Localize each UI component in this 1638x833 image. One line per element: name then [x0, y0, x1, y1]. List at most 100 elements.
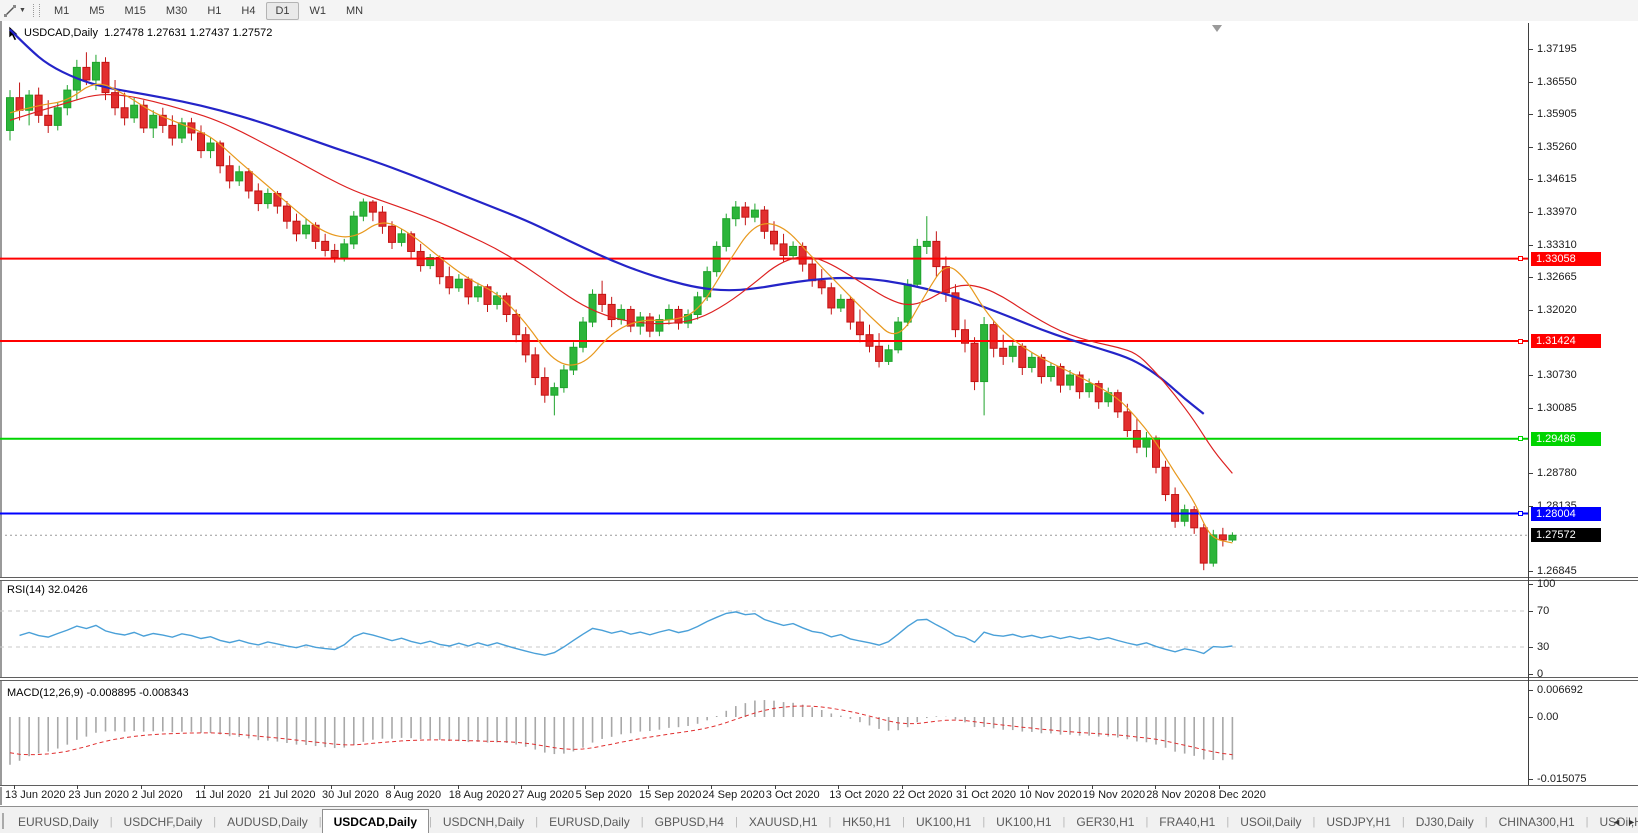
- candle[interactable]: [884, 344, 893, 365]
- candle[interactable]: [779, 233, 788, 262]
- rsi-indicator-pane[interactable]: [0, 581, 1528, 677]
- candle[interactable]: [722, 213, 731, 252]
- candle[interactable]: [1218, 527, 1227, 547]
- candle[interactable]: [731, 201, 740, 227]
- candle[interactable]: [254, 183, 263, 212]
- candle[interactable]: [445, 266, 454, 295]
- chart-tab-china300-h1[interactable]: CHINA300,H1: [1498, 815, 1575, 829]
- tab-scroll-right-button[interactable]: ►: [1627, 817, 1636, 827]
- chart-tab-xauusd-h1[interactable]: XAUUSD,H1: [748, 815, 818, 829]
- candle[interactable]: [149, 110, 158, 139]
- candle[interactable]: [473, 282, 482, 302]
- candle[interactable]: [750, 203, 759, 223]
- candle[interactable]: [741, 202, 750, 226]
- candle[interactable]: [388, 221, 396, 249]
- candle[interactable]: [598, 280, 607, 312]
- candle[interactable]: [645, 312, 654, 338]
- chart-tab-hk50-h1[interactable]: HK50,H1: [842, 815, 892, 829]
- price-level-flag[interactable]: 1.27572: [1531, 528, 1601, 543]
- candle[interactable]: [1190, 506, 1199, 534]
- line-handle[interactable]: [1518, 256, 1523, 262]
- candle[interactable]: [607, 296, 616, 328]
- candle[interactable]: [559, 364, 568, 393]
- candle[interactable]: [550, 382, 559, 416]
- candle[interactable]: [82, 52, 91, 86]
- candle[interactable]: [1180, 504, 1189, 527]
- candle[interactable]: [1056, 363, 1065, 393]
- candle[interactable]: [407, 231, 416, 260]
- candle[interactable]: [932, 231, 941, 277]
- candle[interactable]: [693, 291, 702, 320]
- pane-splitter[interactable]: [0, 677, 1638, 681]
- price-level-flag[interactable]: 1.28004: [1531, 506, 1601, 521]
- candle[interactable]: [1075, 371, 1084, 399]
- candle[interactable]: [158, 107, 167, 133]
- candle[interactable]: [846, 295, 855, 330]
- candle[interactable]: [865, 324, 874, 353]
- chart-shift-marker[interactable]: [1212, 25, 1223, 32]
- candle[interactable]: [1066, 369, 1075, 391]
- candle[interactable]: [1027, 352, 1036, 373]
- candle[interactable]: [1199, 523, 1208, 571]
- candle[interactable]: [330, 243, 339, 263]
- candle[interactable]: [894, 317, 903, 354]
- candle[interactable]: [989, 321, 998, 358]
- candle[interactable]: [1161, 460, 1170, 502]
- candle[interactable]: [502, 292, 511, 323]
- candle[interactable]: [521, 327, 530, 363]
- candle[interactable]: [961, 319, 969, 353]
- candle[interactable]: [216, 140, 225, 174]
- chart-tab-gbpusd-h4[interactable]: GBPUSD,H4: [654, 815, 724, 829]
- candle[interactable]: [359, 198, 368, 222]
- candle[interactable]: [120, 92, 129, 126]
- candle[interactable]: [1008, 342, 1017, 363]
- candle[interactable]: [263, 188, 272, 209]
- candle[interactable]: [531, 347, 540, 386]
- macd-indicator-pane[interactable]: [0, 681, 1528, 785]
- candle[interactable]: [177, 117, 186, 144]
- candle[interactable]: [951, 284, 960, 338]
- candle[interactable]: [454, 274, 463, 292]
- chart-tab-uk100-h1[interactable]: UK100,H1: [996, 815, 1052, 829]
- candle[interactable]: [397, 228, 406, 247]
- candle[interactable]: [139, 100, 148, 133]
- candle[interactable]: [282, 201, 291, 229]
- candle[interactable]: [540, 367, 549, 403]
- chart-tab-usdjpy-h1[interactable]: USDJPY,H1: [1326, 815, 1391, 829]
- line-handle[interactable]: [1518, 436, 1523, 442]
- candle[interactable]: [321, 233, 330, 257]
- candle[interactable]: [206, 138, 215, 159]
- candle[interactable]: [922, 216, 931, 254]
- line-handle[interactable]: [1518, 338, 1523, 344]
- price-level-flag[interactable]: 1.31424: [1531, 334, 1601, 349]
- candle[interactable]: [244, 168, 253, 199]
- candle[interactable]: [101, 57, 110, 101]
- candle[interactable]: [617, 304, 626, 325]
- candle[interactable]: [770, 221, 778, 251]
- candle[interactable]: [130, 97, 139, 123]
- candle[interactable]: [1142, 432, 1151, 458]
- candle[interactable]: [368, 200, 377, 222]
- candle[interactable]: [1152, 435, 1160, 474]
- chart-tab-ger30-h1[interactable]: GER30,H1: [1076, 815, 1135, 829]
- candle[interactable]: [6, 90, 14, 141]
- candle[interactable]: [1094, 380, 1103, 409]
- timeframe-button-m30[interactable]: M30: [165, 4, 188, 17]
- timeframe-button-m15[interactable]: M15: [124, 4, 146, 17]
- chart-tab-audusd-daily[interactable]: AUDUSD,Daily: [227, 815, 308, 829]
- candle[interactable]: [655, 314, 664, 337]
- candle[interactable]: [302, 218, 311, 239]
- chart-tab-dj30-daily[interactable]: DJ30,Daily: [1415, 815, 1474, 829]
- price-level-flag[interactable]: 1.33058: [1531, 251, 1601, 266]
- price-chart-pane[interactable]: [0, 23, 1528, 577]
- timeframe-button-h4[interactable]: H4: [241, 4, 256, 17]
- candle[interactable]: [235, 165, 244, 186]
- candle[interactable]: [1228, 532, 1237, 543]
- pane-splitter[interactable]: [0, 577, 1638, 581]
- candle[interactable]: [1171, 487, 1180, 528]
- candle[interactable]: [1113, 389, 1122, 418]
- candle[interactable]: [53, 102, 62, 131]
- candle[interactable]: [44, 100, 53, 133]
- candle[interactable]: [1123, 403, 1132, 438]
- chart-tab-usdchf-daily[interactable]: USDCHF,Daily: [123, 815, 203, 829]
